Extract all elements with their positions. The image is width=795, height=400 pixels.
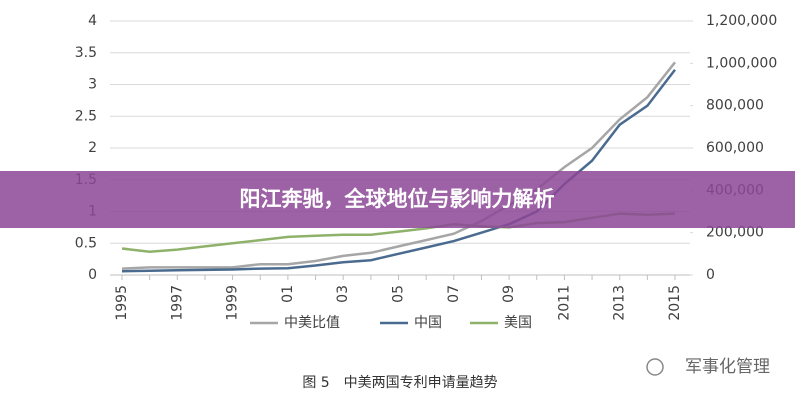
y2-tick-label: 800,000 [706, 98, 764, 114]
y-tick-label: 3 [88, 77, 97, 93]
x-tick-label: 05 [391, 285, 407, 303]
y-tick-label: 2 [88, 140, 97, 156]
y-tick-label: 2.5 [75, 108, 97, 124]
caption: 图 5 中美两国专利申请量趋势 [302, 375, 497, 391]
x-tick-label: 1997 [169, 285, 185, 321]
x-tick-label: 09 [501, 285, 517, 303]
y2-tick-label: 1,200,000 [706, 13, 777, 29]
x-tick-label: 2013 [612, 285, 628, 321]
x-tick-label: 01 [280, 285, 296, 303]
overlay-title: 阳江奔驰，全球地位与影响力解析 [240, 187, 555, 211]
x-tick-label: 1995 [114, 285, 130, 321]
x-tick-label: 07 [446, 285, 462, 303]
title-banner [0, 171, 795, 228]
y-tick-label: 0.5 [75, 235, 97, 251]
legend-label: 美国 [504, 315, 532, 331]
y-tick-label: 3.5 [75, 45, 97, 61]
legend-label: 中国 [414, 315, 442, 331]
watermark-icon [646, 358, 664, 376]
series-line [121, 68, 676, 273]
watermark: 军事化管理 [685, 357, 770, 377]
y2-tick-label: 1,000,000 [706, 55, 777, 71]
x-tick-label: 2011 [556, 285, 572, 321]
legend-label: 中美比值 [284, 315, 340, 331]
y2-tick-label: 600,000 [706, 140, 764, 156]
x-tick-label: 2015 [667, 285, 683, 321]
y2-tick-label: 200,000 [706, 225, 764, 241]
series-line [121, 61, 676, 270]
y-tick-label: 0 [88, 267, 97, 283]
y-tick-label: 4 [88, 13, 97, 29]
y2-tick-label: 0 [706, 267, 715, 283]
x-tick-label: 03 [335, 285, 351, 303]
x-tick-label: 1999 [225, 285, 241, 321]
